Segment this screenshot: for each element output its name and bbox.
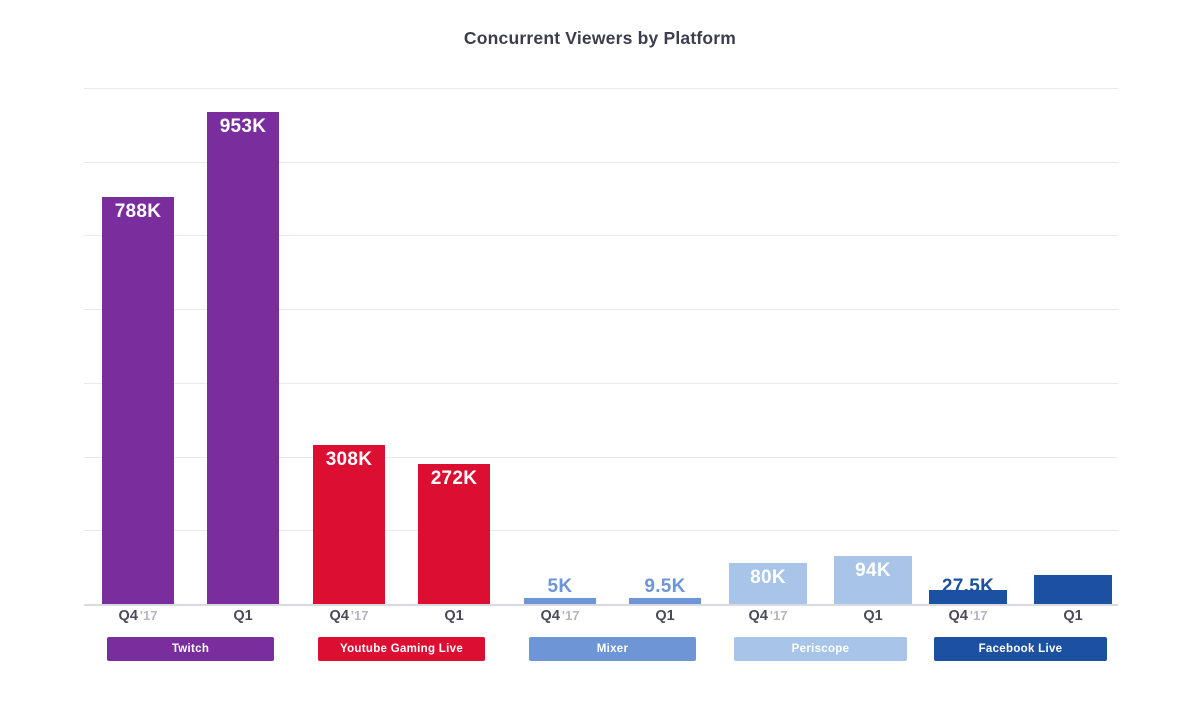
bar-value-label: 27.5K [941, 576, 995, 597]
bar-value-label: 5K [547, 576, 573, 597]
gridline [84, 456, 1118, 458]
x-tick-year: '17 [769, 608, 788, 623]
bar-value-label: 9.5K [644, 576, 686, 597]
x-tick-quarter: Q4 [329, 608, 349, 624]
legend-band-label: Mixer [596, 643, 629, 655]
plot-area: 788K 953K 308K 272K 5K 9.5K 80K 94K 27.5K 56K [84, 88, 1118, 604]
bar[interactable]: 80K [729, 562, 807, 604]
bar[interactable]: 788K [102, 197, 174, 604]
x-tick-quarter: Q1 [233, 608, 253, 624]
x-tick-year: '17 [139, 608, 158, 623]
legend-band-label: Periscope [791, 643, 850, 655]
bar[interactable]: 272K [418, 463, 490, 604]
x-tick-quarter: Q4 [948, 608, 968, 624]
gridline [84, 235, 1118, 237]
bar-value-label: 308K [325, 449, 373, 471]
legend-band-youtube-gaming-live[interactable]: Youtube Gaming Live [318, 637, 485, 661]
x-tick-label: Q4'17 [313, 608, 385, 624]
bar[interactable]: 27.5K [929, 576, 1007, 604]
x-tick-label: Q1 [629, 608, 701, 624]
bar[interactable]: 308K [313, 445, 385, 604]
gridline [84, 88, 1118, 89]
legend-band-periscope[interactable]: Periscope [734, 637, 907, 661]
legend-band-label: Youtube Gaming Live [339, 643, 464, 655]
chart-title: Concurrent Viewers by Platform [463, 28, 737, 48]
bar-value-label: 272K [430, 467, 478, 489]
bar[interactable]: 5K [524, 576, 596, 604]
bar-value-label: 94K [855, 559, 891, 581]
bar-value-label: 788K [114, 201, 162, 223]
bar-value-label: 953K [219, 116, 267, 138]
gridline [84, 530, 1118, 532]
x-tick-label: Q1 [834, 608, 912, 624]
x-tick-year: '17 [350, 608, 369, 623]
x-tick-label: Q4'17 [929, 608, 1007, 624]
x-axis-line [84, 604, 1118, 606]
legend-band-facebook-live[interactable]: Facebook Live [934, 637, 1107, 661]
x-tick-quarter: Q1 [655, 608, 675, 624]
x-tick-label: Q1 [207, 608, 279, 624]
x-tick-label: Q1 [1034, 608, 1112, 624]
bar-value-label: 56K [1055, 576, 1091, 597]
x-tick-quarter: Q1 [1063, 608, 1083, 624]
x-tick-quarter: Q4 [748, 608, 768, 624]
x-tick-quarter: Q1 [444, 608, 464, 624]
x-tick-label: Q1 [418, 608, 490, 624]
x-tick-quarter: Q1 [863, 608, 883, 624]
bar[interactable]: 94K [834, 555, 912, 604]
x-tick-label: Q4'17 [102, 608, 174, 624]
bar-value-label: 80K [750, 566, 786, 588]
bar[interactable]: 56K [1034, 575, 1112, 604]
x-tick-quarter: Q4 [540, 608, 560, 624]
legend-band-twitch[interactable]: Twitch [107, 637, 274, 661]
x-tick-year: '17 [969, 608, 988, 623]
x-tick-year: '17 [561, 608, 580, 623]
legend-band-mixer[interactable]: Mixer [529, 637, 696, 661]
legend-band-label: Facebook Live [978, 643, 1063, 655]
bar[interactable]: 953K [207, 112, 279, 604]
x-tick-label: Q4'17 [729, 608, 807, 624]
x-tick-label: Q4'17 [524, 608, 596, 624]
legend-band-label: Twitch [171, 643, 210, 655]
x-tick-quarter: Q4 [118, 608, 138, 624]
gridline [84, 161, 1118, 163]
bar[interactable]: 9.5K [629, 576, 701, 604]
gridline [84, 382, 1118, 384]
gridline [84, 309, 1118, 311]
